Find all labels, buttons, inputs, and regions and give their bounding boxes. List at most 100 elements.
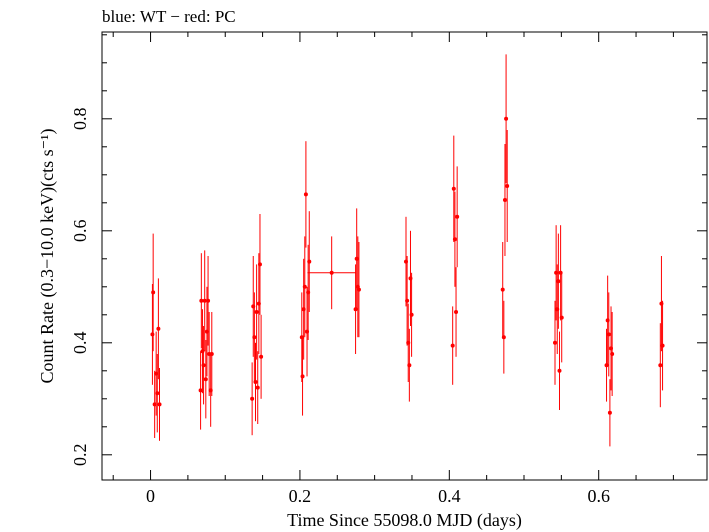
point-marker: [253, 380, 258, 384]
point-marker: [607, 410, 612, 415]
point-marker: [409, 312, 414, 317]
point-marker: [156, 326, 161, 331]
point-marker: [151, 290, 156, 295]
data-points: [150, 54, 665, 447]
point-marker: [209, 352, 214, 356]
data-point: [553, 300, 558, 385]
point-marker: [303, 192, 308, 197]
data-point: [500, 242, 505, 338]
chart-title: blue: WT − red: PC: [102, 7, 236, 26]
point-marker: [157, 402, 162, 407]
point-marker: [150, 332, 155, 337]
data-point: [202, 250, 207, 352]
point-marker: [302, 284, 307, 289]
data-point: [259, 314, 264, 399]
data-point: [150, 284, 155, 385]
point-marker: [553, 340, 558, 345]
data-point: [606, 292, 611, 377]
y-axis: 0.2 0.4 0.6 0.8: [70, 34, 707, 466]
point-marker: [455, 214, 460, 219]
point-marker: [556, 279, 561, 284]
data-point: [255, 351, 260, 424]
data-point: [307, 236, 356, 310]
point-marker: [610, 352, 615, 356]
point-marker: [257, 262, 262, 267]
data-point: [254, 264, 259, 360]
data-point: [658, 323, 663, 408]
point-marker: [329, 270, 334, 275]
point-marker: [451, 186, 456, 191]
data-point: [454, 267, 459, 357]
data-point: [151, 233, 156, 352]
data-point: [155, 354, 160, 433]
data-point: [502, 144, 507, 256]
point-marker: [658, 363, 663, 368]
point-marker: [450, 343, 455, 348]
point-marker: [660, 343, 665, 348]
data-point: [455, 166, 460, 268]
data-point: [610, 312, 615, 396]
point-marker: [255, 385, 260, 390]
data-point: [252, 292, 257, 382]
data-point: [405, 256, 410, 346]
x-axis: 0 0.2 0.4 0.6: [112, 32, 674, 506]
data-point: [451, 135, 456, 242]
point-marker: [259, 354, 264, 359]
y-axis-label: Count Rate (0.3−10.0 keV)(cts s⁻¹): [37, 128, 58, 383]
point-marker: [356, 287, 361, 292]
data-point: [302, 236, 307, 338]
point-marker: [500, 287, 505, 292]
data-point: [557, 331, 562, 410]
point-marker: [502, 198, 507, 202]
point-marker: [201, 363, 206, 368]
point-marker: [206, 298, 211, 303]
point-marker: [557, 368, 562, 373]
data-point: [504, 54, 509, 184]
point-marker: [254, 310, 259, 314]
data-point: [607, 379, 612, 447]
x-tick-label: 0: [146, 486, 155, 506]
y-tick-label: 0.6: [70, 220, 90, 243]
data-point: [660, 300, 665, 391]
data-point: [501, 300, 506, 374]
data-point: [407, 328, 412, 402]
data-point: [198, 351, 203, 430]
point-marker: [203, 377, 208, 382]
data-point: [199, 253, 204, 349]
point-marker: [452, 237, 457, 242]
data-point: [201, 326, 206, 405]
data-point: [303, 141, 308, 248]
y-tick-label: 0.8: [70, 108, 90, 131]
data-point: [559, 272, 564, 363]
point-marker: [198, 388, 203, 393]
data-point: [556, 233, 561, 329]
point-marker: [559, 315, 564, 320]
point-marker: [501, 335, 506, 340]
x-tick-label: 0.2: [289, 486, 312, 506]
data-point: [206, 256, 211, 346]
point-marker: [300, 374, 305, 379]
data-point: [253, 342, 258, 422]
point-marker: [250, 396, 255, 401]
point-marker: [199, 298, 204, 303]
point-marker: [505, 184, 510, 188]
data-point: [156, 278, 161, 380]
data-point: [452, 191, 457, 287]
data-point: [307, 211, 312, 312]
point-marker: [504, 116, 509, 121]
data-point: [157, 368, 162, 441]
y-tick-label: 0.4: [70, 332, 90, 355]
data-point: [300, 337, 305, 416]
data-point: [203, 340, 208, 419]
x-tick-label: 0.4: [438, 486, 461, 506]
point-marker: [202, 298, 207, 303]
point-marker: [407, 363, 412, 368]
point-marker: [252, 335, 257, 340]
point-marker: [405, 298, 410, 303]
data-point: [409, 272, 414, 357]
data-point: [356, 242, 361, 338]
x-axis-label: Time Since 55098.0 MJD (days): [287, 510, 522, 531]
data-point: [250, 362, 255, 436]
data-point: [209, 312, 214, 396]
